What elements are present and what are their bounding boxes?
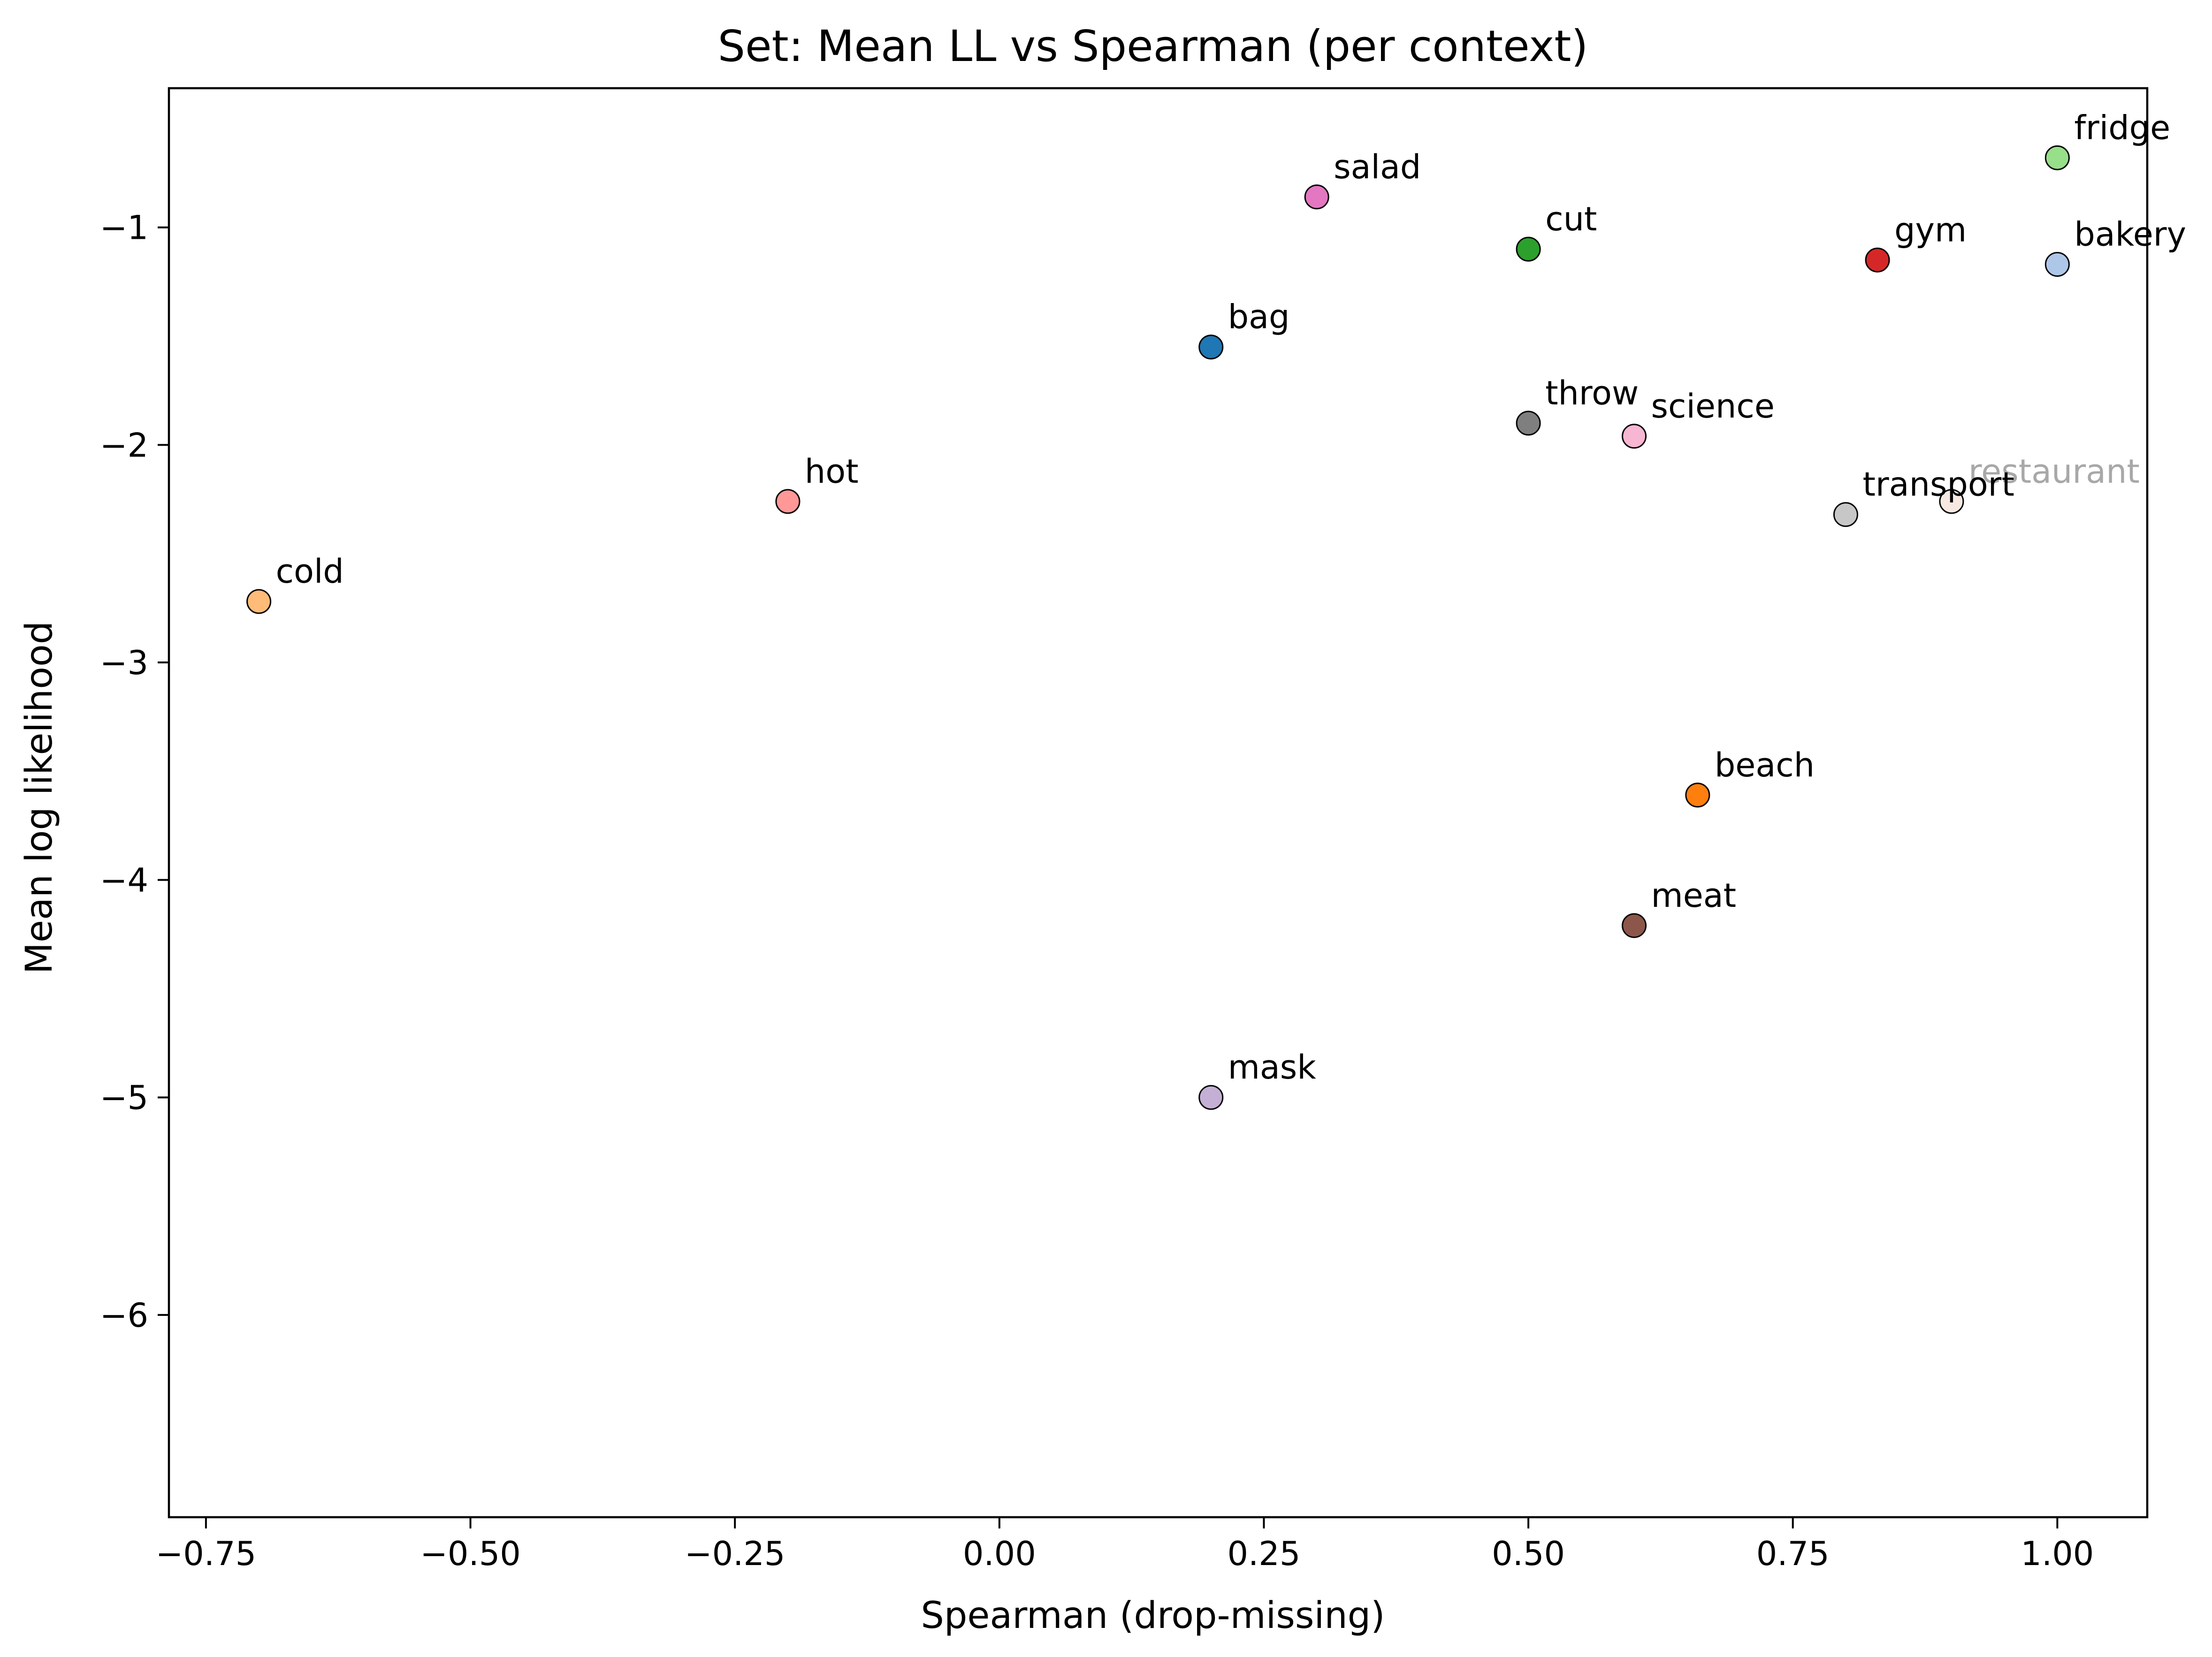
- y-tick-label: −6: [100, 1296, 148, 1335]
- x-tick-label: −0.25: [685, 1535, 786, 1573]
- point-label-meat: meat: [1651, 876, 1737, 915]
- data-point-gym: [1865, 247, 1890, 273]
- point-label-transport: transport: [1862, 465, 2014, 504]
- data-point-bag: [1198, 334, 1224, 360]
- y-tick-label: −3: [100, 644, 148, 682]
- data-points: [246, 145, 2070, 1110]
- x-tick-label: 0.25: [1228, 1535, 1301, 1573]
- x-tick-label: 1.00: [2021, 1535, 2094, 1573]
- point-label-science: science: [1651, 387, 1775, 426]
- point-label-hot: hot: [805, 452, 859, 491]
- plot-frame: [168, 87, 2149, 1519]
- data-point-bakery: [2044, 252, 2070, 277]
- chart-title: Set: Mean LL vs Spearman (per context): [718, 21, 1588, 71]
- axis-ticks: −0.75 −0.50 −0.25 0.00 0.25 0.50 0.75 1.00 −1 −2 −…: [100, 209, 2094, 1573]
- data-point-hot: [775, 489, 801, 514]
- data-point-transport: [1833, 502, 1858, 527]
- point-label-mask: mask: [1228, 1048, 1317, 1087]
- point-label-bag: bag: [1228, 298, 1290, 336]
- data-point-beach: [1685, 783, 1710, 808]
- y-axis-label: Mean log likelihood: [18, 621, 61, 974]
- data-point-fridge: [2044, 145, 2070, 170]
- data-point-restaurant: [1939, 489, 1964, 514]
- x-tick-label: 0.00: [963, 1535, 1036, 1573]
- data-point-cut: [1516, 236, 1541, 262]
- y-tick-label: −4: [100, 861, 148, 900]
- x-tick-label: 0.75: [1756, 1535, 1830, 1573]
- point-label-salad: salad: [1334, 148, 1421, 186]
- y-tick-label: −1: [100, 209, 148, 247]
- data-point-meat: [1622, 913, 1647, 938]
- point-labels: fridge salad cut gym bakery bag throw science re…: [276, 108, 2186, 1087]
- point-label-beach: beach: [1715, 746, 1815, 784]
- y-tick-label: −2: [100, 426, 148, 464]
- y-tick-label: −5: [100, 1079, 148, 1117]
- point-label-bakery: bakery: [2074, 215, 2186, 254]
- data-point-throw: [1516, 410, 1541, 436]
- x-tick-label: −0.75: [156, 1535, 257, 1573]
- x-axis-label: Spearman (drop-missing): [921, 1595, 1385, 1637]
- x-tick-label: −0.50: [420, 1535, 521, 1573]
- data-point-cold: [246, 589, 272, 614]
- point-label-cut: cut: [1545, 200, 1597, 238]
- point-label-restaurant: restaurant: [1968, 452, 2140, 491]
- data-point-salad: [1304, 184, 1329, 210]
- point-label-throw: throw: [1545, 374, 1639, 412]
- x-tick-label: 0.50: [1492, 1535, 1565, 1573]
- data-point-mask: [1198, 1085, 1224, 1110]
- point-label-cold: cold: [276, 552, 344, 591]
- point-label-fridge: fridge: [2074, 108, 2170, 147]
- data-point-science: [1622, 424, 1647, 449]
- point-label-gym: gym: [1894, 211, 1967, 249]
